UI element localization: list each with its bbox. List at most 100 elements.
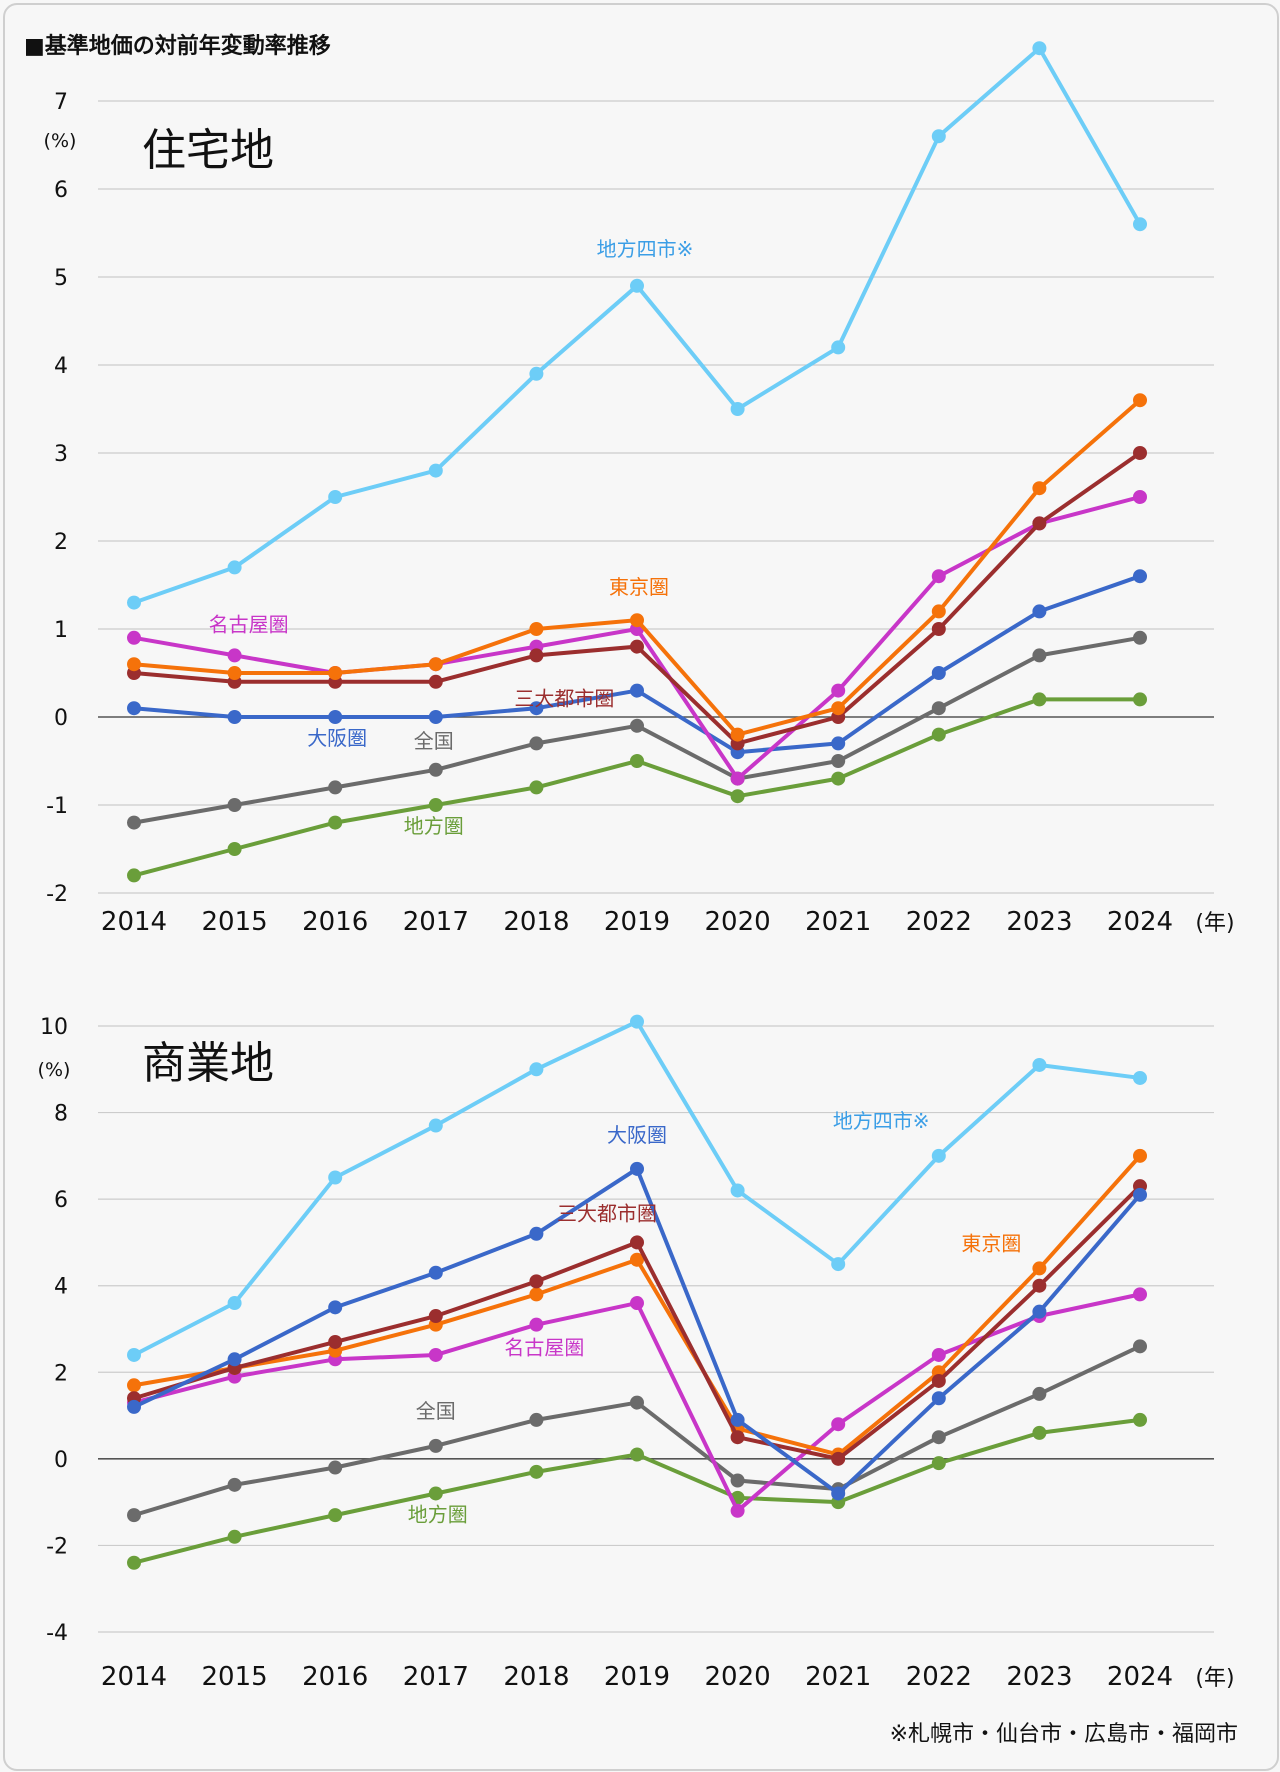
data-point: [1032, 648, 1047, 663]
data-point: [529, 1226, 544, 1241]
data-point: [127, 815, 141, 830]
data-point: [227, 648, 242, 663]
y-tick-label: 7: [54, 90, 68, 115]
data-point: [428, 674, 443, 689]
x-tick-label: 2024: [1107, 907, 1173, 937]
x-tick-label: 2024: [1107, 1662, 1173, 1692]
data-point: [328, 710, 343, 724]
data-point: [1133, 393, 1147, 408]
x-tick-label: 2020: [705, 907, 771, 937]
x-tick-label: 2014: [101, 907, 167, 937]
data-point: [529, 1317, 544, 1332]
data-point: [227, 666, 242, 680]
series-label: 地方圏: [404, 814, 464, 838]
data-point: [1133, 630, 1147, 645]
chart-title: 商業地: [142, 1038, 274, 1089]
y-tick-label: 2: [54, 1361, 68, 1386]
data-point: [931, 666, 946, 680]
data-point: [931, 569, 946, 584]
y-tick-label: -1: [46, 794, 68, 819]
x-tick-label: 2018: [503, 1662, 569, 1692]
data-point: [328, 666, 343, 680]
data-point: [931, 1391, 946, 1406]
data-point: [1032, 41, 1047, 56]
y-tick-label: 1: [54, 618, 68, 643]
x-tick-label: 2015: [202, 907, 268, 937]
data-point: [831, 701, 846, 716]
data-point: [730, 771, 745, 786]
series-line: [133, 1344, 1141, 1518]
data-point: [1133, 1070, 1147, 1085]
data-point: [931, 727, 946, 742]
data-point: [730, 789, 745, 804]
data-point: [1133, 1187, 1147, 1202]
data-point: [227, 560, 242, 575]
data-point: [630, 754, 644, 768]
data-point: [831, 1417, 846, 1432]
data-point: [328, 1300, 343, 1315]
data-point: [428, 798, 443, 812]
y-tick-label: 4: [54, 1275, 68, 1300]
data-point: [1133, 446, 1147, 460]
data-point: [1032, 604, 1047, 619]
y-tick-label: 6: [54, 1188, 68, 1213]
data-point: [428, 1118, 443, 1133]
data-point: [428, 1438, 443, 1453]
y-tick-label: 6: [54, 178, 68, 203]
series-label: 全国: [416, 1399, 456, 1423]
series-label: 地方四市※: [833, 1109, 930, 1133]
data-point: [1133, 1339, 1147, 1354]
x-tick-label: 2023: [1006, 1662, 1072, 1692]
data-point: [1032, 516, 1047, 531]
x-tick-label: 2022: [906, 1662, 972, 1692]
data-point: [529, 736, 544, 751]
data-point: [931, 622, 946, 636]
data-point: [1032, 1278, 1047, 1293]
data-point: [328, 780, 343, 795]
data-point: [730, 1473, 745, 1488]
series-label: 三大都市圏: [557, 1201, 657, 1225]
data-point: [730, 1412, 745, 1427]
data-point: [630, 1235, 644, 1250]
x-tick-label: 2019: [604, 907, 670, 937]
series-label: 地方四市※: [597, 237, 694, 261]
series-label: 大阪圏: [607, 1123, 667, 1147]
data-point: [931, 1430, 946, 1445]
data-point: [1032, 1425, 1047, 1440]
data-point: [630, 1161, 644, 1176]
data-point: [227, 1529, 242, 1544]
series-label: 名古屋圏: [504, 1336, 584, 1360]
data-point: [630, 1395, 644, 1410]
data-point: [630, 1447, 644, 1462]
data-point: [1133, 217, 1147, 232]
data-point: [1133, 692, 1147, 707]
data-point: [831, 340, 846, 355]
data-point: [831, 736, 846, 751]
y-axis-unit: (%): [38, 1059, 71, 1081]
x-tick-label: 2021: [805, 1662, 871, 1692]
series-zenkoku: [127, 630, 1147, 830]
x-tick-label: 2016: [302, 907, 368, 937]
series-label: 三大都市圏: [514, 686, 614, 710]
data-point: [730, 727, 745, 742]
x-tick-label: 2020: [705, 1662, 771, 1692]
data-point: [831, 1451, 846, 1466]
data-point: [1032, 481, 1047, 496]
data-point: [328, 1334, 343, 1349]
data-point: [529, 366, 544, 381]
x-tick-label: 2017: [403, 907, 469, 937]
y-tick-label: 2: [54, 530, 68, 555]
y-tick-label: -2: [46, 1534, 68, 1559]
data-point: [328, 1170, 343, 1185]
data-point: [227, 842, 242, 856]
data-point: [529, 648, 544, 663]
data-point: [529, 1274, 544, 1289]
data-point: [1133, 490, 1147, 504]
data-point: [831, 754, 846, 768]
data-point: [428, 1486, 443, 1501]
series-label: 全国: [414, 729, 454, 753]
residential-chart: -2 -1 0 1 2 3 4 5 6 7 2014 2015 2016 2017 2018 2019 2020…: [44, 41, 1235, 937]
data-point: [730, 402, 745, 416]
data-point: [831, 1486, 846, 1501]
data-point: [630, 1014, 644, 1029]
